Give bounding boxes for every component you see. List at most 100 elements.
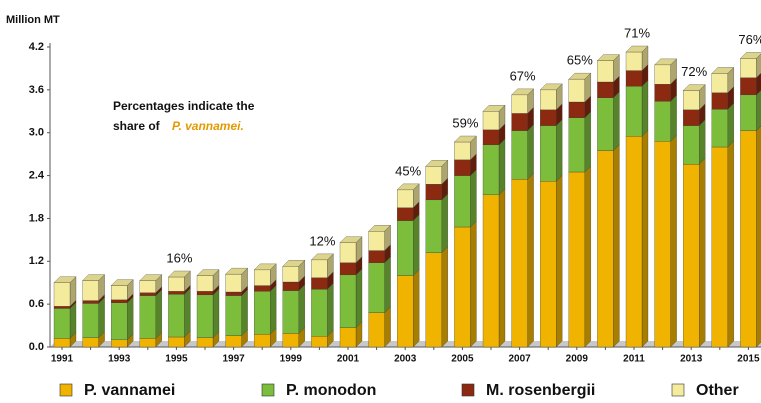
bar <box>82 337 99 348</box>
bar-side <box>441 193 448 254</box>
x-tick-label: 2007 <box>508 354 531 365</box>
bar <box>683 163 700 348</box>
bar <box>339 242 357 263</box>
bar <box>568 117 585 173</box>
bar-top <box>282 260 306 267</box>
bar-top <box>682 84 706 91</box>
bar-top <box>311 253 334 261</box>
bar <box>368 231 385 251</box>
bar <box>254 285 271 292</box>
y-axis-label: Million MT <box>6 14 60 26</box>
bar-side <box>212 288 220 339</box>
bar <box>196 275 214 292</box>
bar-top <box>225 267 248 275</box>
bar-side <box>527 172 534 348</box>
bar <box>339 327 357 348</box>
bar <box>511 94 528 114</box>
note: Percentages indicate the <box>113 99 255 113</box>
legend-label: P. vannamei <box>84 382 175 399</box>
bar <box>368 312 385 348</box>
bar-top <box>396 183 420 191</box>
bar-side <box>670 134 677 348</box>
annotation: 59% <box>452 115 478 130</box>
bar <box>168 291 185 295</box>
bar-top <box>654 58 677 66</box>
bar <box>597 81 614 98</box>
y-tick-label: 2.4 <box>29 169 45 181</box>
bar <box>597 150 614 348</box>
y-tick-label: 1.8 <box>29 212 44 224</box>
bar-top <box>625 45 649 53</box>
bar <box>740 58 757 78</box>
bar-top <box>82 274 105 281</box>
bar <box>254 291 271 335</box>
bar-side <box>441 246 448 348</box>
bar-side <box>184 287 191 338</box>
legend-label: P. monodon <box>286 382 376 399</box>
annotation: 12% <box>309 233 335 248</box>
bar <box>282 333 299 348</box>
bar <box>339 262 357 276</box>
bar <box>282 281 299 291</box>
bar <box>311 277 328 290</box>
bar <box>82 280 99 301</box>
bar-side <box>727 140 734 348</box>
bar-side <box>641 129 649 348</box>
bar-top <box>454 135 477 143</box>
bar <box>111 339 128 348</box>
bar <box>511 113 528 131</box>
bar <box>540 109 557 126</box>
bar <box>711 146 728 348</box>
bar <box>53 338 71 348</box>
bar <box>654 101 671 142</box>
legend-swatch <box>461 383 475 397</box>
bar-top <box>711 67 735 74</box>
bar <box>225 291 242 296</box>
bar <box>254 269 271 286</box>
bar <box>53 306 71 309</box>
bar <box>711 92 728 110</box>
bar <box>454 141 471 161</box>
bar <box>397 207 414 221</box>
bar-top <box>368 225 391 232</box>
bar-top <box>339 236 363 243</box>
annotation: 76% <box>738 32 761 47</box>
annotation: 45% <box>395 163 421 178</box>
bar-side <box>613 144 620 348</box>
bar-side <box>69 302 77 339</box>
bar <box>254 333 271 348</box>
bar <box>339 274 357 328</box>
bar-top <box>139 274 163 281</box>
bar <box>683 125 700 165</box>
bar <box>454 226 471 348</box>
x-tick-label: 1997 <box>222 354 245 365</box>
bar <box>225 335 242 348</box>
bar <box>654 64 671 85</box>
bar-side <box>641 79 649 137</box>
bar-top <box>425 160 449 167</box>
bar <box>397 275 414 348</box>
bar <box>282 290 299 334</box>
bar <box>425 199 442 253</box>
bar <box>82 303 99 338</box>
y-tick-label: 4.2 <box>29 41 44 53</box>
bar <box>111 285 128 301</box>
bar <box>425 183 442 201</box>
bar <box>482 194 500 348</box>
annotation: 71% <box>624 25 650 40</box>
bar-top <box>482 105 506 112</box>
bar-top <box>597 54 620 61</box>
legend-label: Other <box>696 382 739 399</box>
bar <box>225 295 242 336</box>
bar-side <box>327 282 334 337</box>
bar <box>196 294 214 338</box>
bar <box>82 300 99 304</box>
bar <box>311 336 328 348</box>
bar <box>139 338 156 348</box>
annotation: 16% <box>166 250 192 265</box>
bar-side <box>98 297 105 339</box>
bar-side <box>413 269 420 348</box>
bar-side <box>470 169 477 228</box>
bar <box>540 125 557 182</box>
bar-side <box>498 188 506 348</box>
